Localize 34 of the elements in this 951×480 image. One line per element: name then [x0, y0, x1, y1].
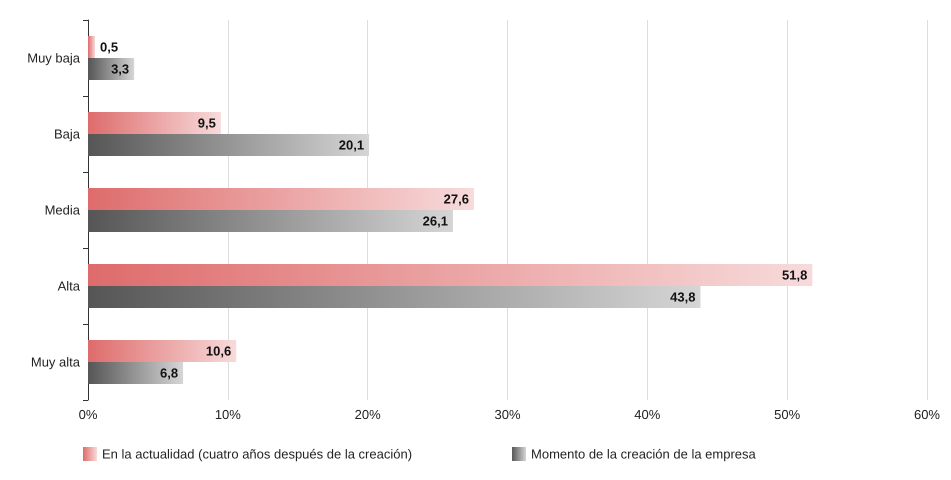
bar	[88, 36, 95, 58]
data-label: 6,8	[160, 366, 178, 380]
bar	[88, 112, 221, 134]
bar	[88, 340, 236, 362]
data-label: 43,8	[670, 290, 696, 304]
data-label: 3,3	[111, 62, 130, 76]
x-tick-label: 20%	[354, 407, 382, 422]
data-label: 20,1	[338, 138, 364, 152]
bar	[88, 362, 184, 384]
bar	[88, 264, 812, 286]
data-label: 0,5	[100, 40, 118, 54]
data-label: 10,6	[206, 344, 232, 358]
bar	[88, 58, 134, 80]
bar	[88, 134, 370, 156]
x-tick-label: 60%	[914, 407, 940, 422]
x-tick-label: 30%	[494, 407, 521, 422]
data-label: 9,5	[198, 116, 216, 130]
x-tick-label: 0%	[78, 407, 98, 422]
y-tick-label: Muy alta	[30, 354, 81, 370]
data-label: 27,6	[444, 192, 469, 206]
x-tick-label: 40%	[634, 407, 661, 422]
y-tick-label: Alta	[58, 278, 81, 294]
bar	[88, 210, 453, 232]
y-tick-label: Media	[44, 202, 81, 218]
data-label: 26,1	[422, 214, 448, 228]
legend-label: En la actualidad (cuatro años después de la creación)	[102, 446, 412, 462]
bar	[88, 188, 474, 210]
data-label: 51,8	[782, 268, 808, 282]
x-tick-label: 50%	[774, 407, 801, 422]
bar	[88, 286, 700, 308]
x-tick-label: 10%	[214, 407, 242, 422]
y-tick-label: Muy baja	[27, 50, 81, 66]
legend-label: Momento de la creación de la empresa	[531, 446, 757, 462]
y-tick-label: Baja	[54, 126, 81, 142]
